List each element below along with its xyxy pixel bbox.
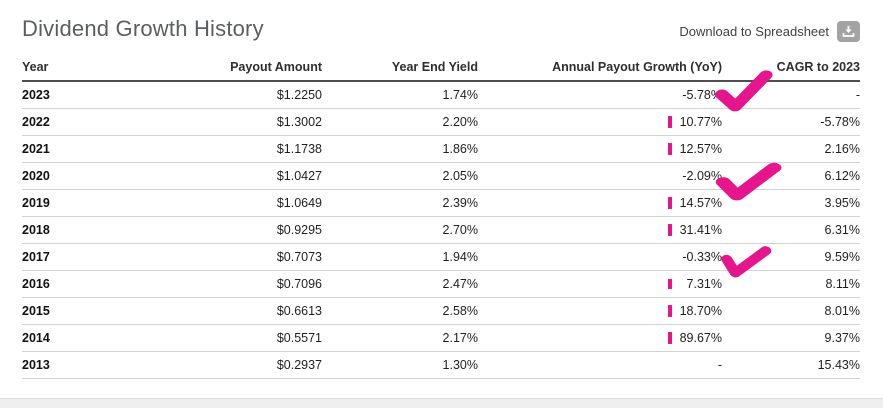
column-header-year: Year	[22, 60, 142, 82]
column-header-cagr-to-2023: CAGR to 2023	[722, 60, 860, 82]
growth-mini-bar	[668, 115, 672, 128]
table-row-2020: 2020 $1.0427 2.05% -2.09% 6.12%	[22, 162, 860, 190]
table-row-2022: 2022 $1.3002 2.20% 10.77% -5.78%	[22, 108, 860, 136]
year-cell: 2016	[22, 270, 142, 298]
year-cell: 2022	[22, 108, 142, 136]
column-header-year-end-yield: Year End Yield	[322, 60, 478, 82]
year-end-yield-cell: 2.39%	[322, 189, 478, 217]
year-cell: 2013	[22, 351, 142, 379]
year-cell: 2014	[22, 324, 142, 352]
payout-amount-cell: $0.2937	[142, 351, 322, 379]
cagr-cell: 9.59%	[722, 243, 860, 271]
year-cell: 2019	[22, 189, 142, 217]
annual-payout-growth-cell: 18.70%	[478, 297, 722, 325]
annual-payout-growth-cell: 7.31%	[478, 270, 722, 298]
payout-amount-cell: $1.2250	[142, 81, 322, 109]
download-to-spreadsheet-button[interactable]: Download to Spreadsheet	[679, 21, 860, 42]
year-end-yield-cell: 2.17%	[322, 324, 478, 352]
table-row-2021: 2021 $1.1738 1.86% 12.57% 2.16%	[22, 135, 860, 163]
cagr-cell: 6.31%	[722, 216, 860, 244]
growth-mini-bar	[668, 304, 672, 317]
table-row-2019: 2019 $1.0649 2.39% 14.57% 3.95%	[22, 189, 860, 217]
year-end-yield-cell: 1.30%	[322, 351, 478, 379]
table-row-2014: 2014 $0.5571 2.17% 89.67% 9.37%	[22, 324, 860, 352]
year-end-yield-cell: 2.70%	[322, 216, 478, 244]
year-end-yield-cell: 2.05%	[322, 162, 478, 190]
dividend-history-table: Year Payout Amount Year End Yield Annual Pa…	[22, 60, 860, 379]
year-end-yield-cell: 1.74%	[322, 81, 478, 109]
annual-payout-growth-cell: 31.41%	[478, 216, 722, 244]
panel-header: Dividend Growth History Download to Spre…	[0, 0, 883, 44]
year-end-yield-cell: 2.47%	[322, 270, 478, 298]
table-row-2017: 2017 $0.7073 1.94% -0.33% 9.59%	[22, 243, 860, 271]
payout-amount-cell: $0.7073	[142, 243, 322, 271]
cagr-cell: 3.95%	[722, 189, 860, 217]
table-body: 2023 $1.2250 1.74% -5.78% -2022 $1.3002 2.20% 1…	[22, 81, 860, 379]
annual-payout-growth-cell: -2.09%	[478, 162, 722, 190]
table-row-2023: 2023 $1.2250 1.74% -5.78% -	[22, 81, 860, 109]
cagr-cell: 8.11%	[722, 270, 860, 298]
annual-payout-growth-cell: -	[478, 351, 722, 379]
cagr-cell: 2.16%	[722, 135, 860, 163]
annual-payout-growth-cell: -0.33%	[478, 243, 722, 271]
payout-amount-cell: $1.1738	[142, 135, 322, 163]
payout-amount-cell: $0.9295	[142, 216, 322, 244]
year-cell: 2015	[22, 297, 142, 325]
growth-mini-bar	[668, 142, 672, 155]
annual-payout-growth-cell: 10.77%	[478, 108, 722, 136]
cagr-cell: 15.43%	[722, 351, 860, 379]
payout-amount-cell: $1.0649	[142, 189, 322, 217]
year-end-yield-cell: 2.58%	[322, 297, 478, 325]
year-end-yield-cell: 2.20%	[322, 108, 478, 136]
payout-amount-cell: $1.0427	[142, 162, 322, 190]
growth-mini-bar	[668, 223, 672, 236]
cagr-cell: 6.12%	[722, 162, 860, 190]
table-row-2018: 2018 $0.9295 2.70% 31.41% 6.31%	[22, 216, 860, 244]
table-row-2015: 2015 $0.6613 2.58% 18.70% 8.01%	[22, 297, 860, 325]
payout-amount-cell: $0.6613	[142, 297, 322, 325]
download-icon[interactable]	[837, 21, 860, 42]
year-cell: 2021	[22, 135, 142, 163]
year-cell: 2023	[22, 81, 142, 109]
payout-amount-cell: $1.3002	[142, 108, 322, 136]
payout-amount-cell: $0.7096	[142, 270, 322, 298]
column-header-payout-amount: Payout Amount	[142, 60, 322, 82]
year-cell: 2018	[22, 216, 142, 244]
year-end-yield-cell: 1.86%	[322, 135, 478, 163]
table-row-2016: 2016 $0.7096 2.47% 7.31% 8.11%	[22, 270, 860, 298]
growth-mini-bar	[668, 331, 672, 344]
footer-strip	[0, 398, 883, 408]
annual-payout-growth-cell: 89.67%	[478, 324, 722, 352]
cagr-cell: -	[722, 81, 860, 109]
cagr-cell: 8.01%	[722, 297, 860, 325]
page-title: Dividend Growth History	[22, 16, 264, 41]
growth-mini-bar	[668, 278, 672, 289]
year-cell: 2017	[22, 243, 142, 271]
cagr-cell: 9.37%	[722, 324, 860, 352]
cagr-cell: -5.78%	[722, 108, 860, 136]
table-header-row: Year Payout Amount Year End Yield Annual Pa…	[22, 60, 860, 82]
year-cell: 2020	[22, 162, 142, 190]
annual-payout-growth-cell: -5.78%	[478, 81, 722, 109]
table-row-2013: 2013 $0.2937 1.30% -15.43%	[22, 351, 860, 379]
column-header-annual-payout-growth-yoy: Annual Payout Growth (YoY)	[478, 60, 722, 82]
annual-payout-growth-cell: 14.57%	[478, 189, 722, 217]
annual-payout-growth-cell: 12.57%	[478, 135, 722, 163]
payout-amount-cell: $0.5571	[142, 324, 322, 352]
growth-mini-bar	[668, 196, 672, 209]
download-label[interactable]: Download to Spreadsheet	[679, 24, 829, 39]
year-end-yield-cell: 1.94%	[322, 243, 478, 271]
